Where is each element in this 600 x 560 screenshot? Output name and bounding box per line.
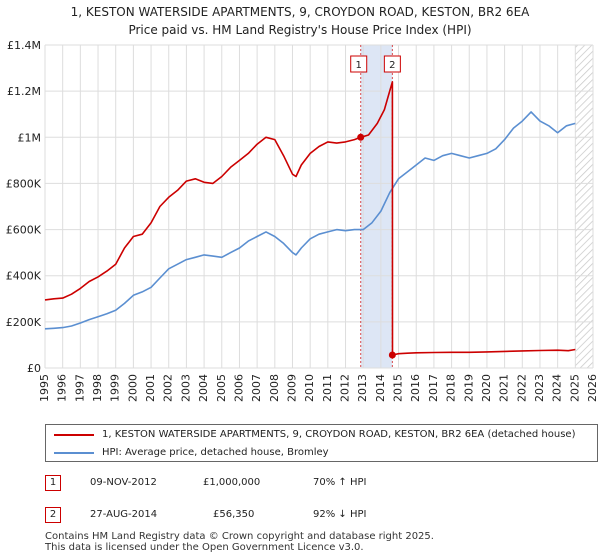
transaction-hpi-change: 70% ↑ HPI: [313, 477, 367, 488]
y-tick-label: £1.4M: [7, 39, 41, 52]
x-tick-label: 2009: [285, 374, 298, 402]
x-tick-label: 2001: [144, 374, 157, 402]
y-tick-label: £200K: [6, 316, 42, 329]
x-tick-label: 2023: [533, 374, 546, 402]
x-tick-label: 2012: [339, 374, 352, 402]
x-tick-label: 2002: [162, 374, 175, 402]
footer-copyright: Contains HM Land Registry data © Crown c…: [45, 531, 434, 542]
y-tick-label: £400K: [6, 270, 42, 283]
legend-label-property: 1, KESTON WATERSIDE APARTMENTS, 9, CROYD…: [102, 429, 576, 440]
x-tick-label: 2013: [356, 374, 369, 402]
x-tick-label: 1995: [38, 374, 51, 402]
forecast-hatch: [575, 45, 593, 368]
x-tick-label: 2011: [321, 374, 334, 402]
x-tick-label: 2015: [392, 374, 405, 402]
footer: Contains HM Land Registry data © Crown c…: [45, 531, 434, 553]
x-tick-label: 2007: [250, 374, 263, 402]
title-line-1: 1, KESTON WATERSIDE APARTMENTS, 9, CROYD…: [70, 5, 530, 19]
transaction-date: 27-AUG-2014: [90, 509, 158, 520]
x-tick-label: 2022: [515, 374, 528, 402]
y-tick-label: £1M: [18, 131, 42, 144]
legend-swatch-hpi: [54, 452, 94, 454]
x-tick-label: 2014: [374, 374, 387, 402]
annotation-box: [383, 55, 401, 73]
y-tick-label: £600K: [6, 224, 42, 237]
legend-label-hpi: HPI: Average price, detached house, Brom…: [102, 447, 329, 458]
plot-background: [45, 45, 593, 368]
x-tick-label: 2019: [462, 374, 475, 402]
y-tick-label: £0: [27, 362, 41, 375]
transaction-number-badge: 1: [45, 475, 61, 491]
x-tick-label: 2021: [498, 374, 511, 402]
hpi-line: [44, 111, 576, 330]
legend: 1, KESTON WATERSIDE APARTMENTS, 9, CROYD…: [45, 424, 598, 462]
y-tick-label: £800K: [6, 177, 42, 190]
x-tick-label: 1998: [91, 374, 104, 402]
chart-title: 1, KESTON WATERSIDE APARTMENTS, 9, CROYD…: [0, 3, 600, 39]
annotation-label: 2: [389, 60, 395, 71]
x-tick-label: 2025: [568, 374, 581, 402]
x-tick-label: 2016: [409, 374, 422, 402]
x-tick-label: 2008: [268, 374, 281, 402]
transaction-price: £1,000,000: [203, 477, 261, 488]
price-chart: 1 2 £0 £200K £400K £600K £800K £1M £1.2M £1.4M 19…: [6, 39, 599, 402]
x-tick-label: 1997: [73, 374, 86, 402]
x-tick-label: 2010: [303, 374, 316, 402]
transaction-date: 09-NOV-2012: [90, 477, 157, 488]
footer-licence: This data is licensed under the Open Gov…: [45, 542, 364, 553]
x-tick-label: 2024: [551, 374, 564, 402]
x-tick-label: 2006: [232, 374, 245, 402]
transaction-number-badge: 2: [45, 507, 61, 523]
x-tick-label: 2004: [197, 374, 210, 402]
x-tick-label: 2018: [445, 374, 458, 402]
x-tick-label: 2003: [179, 374, 192, 402]
transaction-hpi-change: 92% ↓ HPI: [313, 509, 367, 520]
legend-swatch-property: [54, 434, 94, 436]
y-tick-label: £1.2M: [7, 85, 41, 98]
x-tick-label: 2017: [427, 374, 440, 402]
transaction-price: £56,350: [213, 509, 255, 520]
property-price-line: [44, 81, 576, 356]
annotation-box: [350, 55, 368, 73]
x-tick-label: 1999: [109, 374, 122, 402]
x-tick-label: 2005: [215, 374, 228, 402]
x-tick-label: 2020: [480, 374, 493, 402]
annotation-label: 1: [356, 60, 362, 71]
highlight-period: [360, 45, 393, 368]
title-line-2: Price paid vs. HM Land Registry's House …: [128, 23, 472, 37]
x-tick-label: 2000: [126, 374, 139, 402]
transaction-point: [357, 133, 365, 141]
x-tick-label: 2026: [586, 374, 599, 402]
x-tick-label: 1996: [56, 374, 69, 402]
transaction-point: [388, 351, 396, 359]
